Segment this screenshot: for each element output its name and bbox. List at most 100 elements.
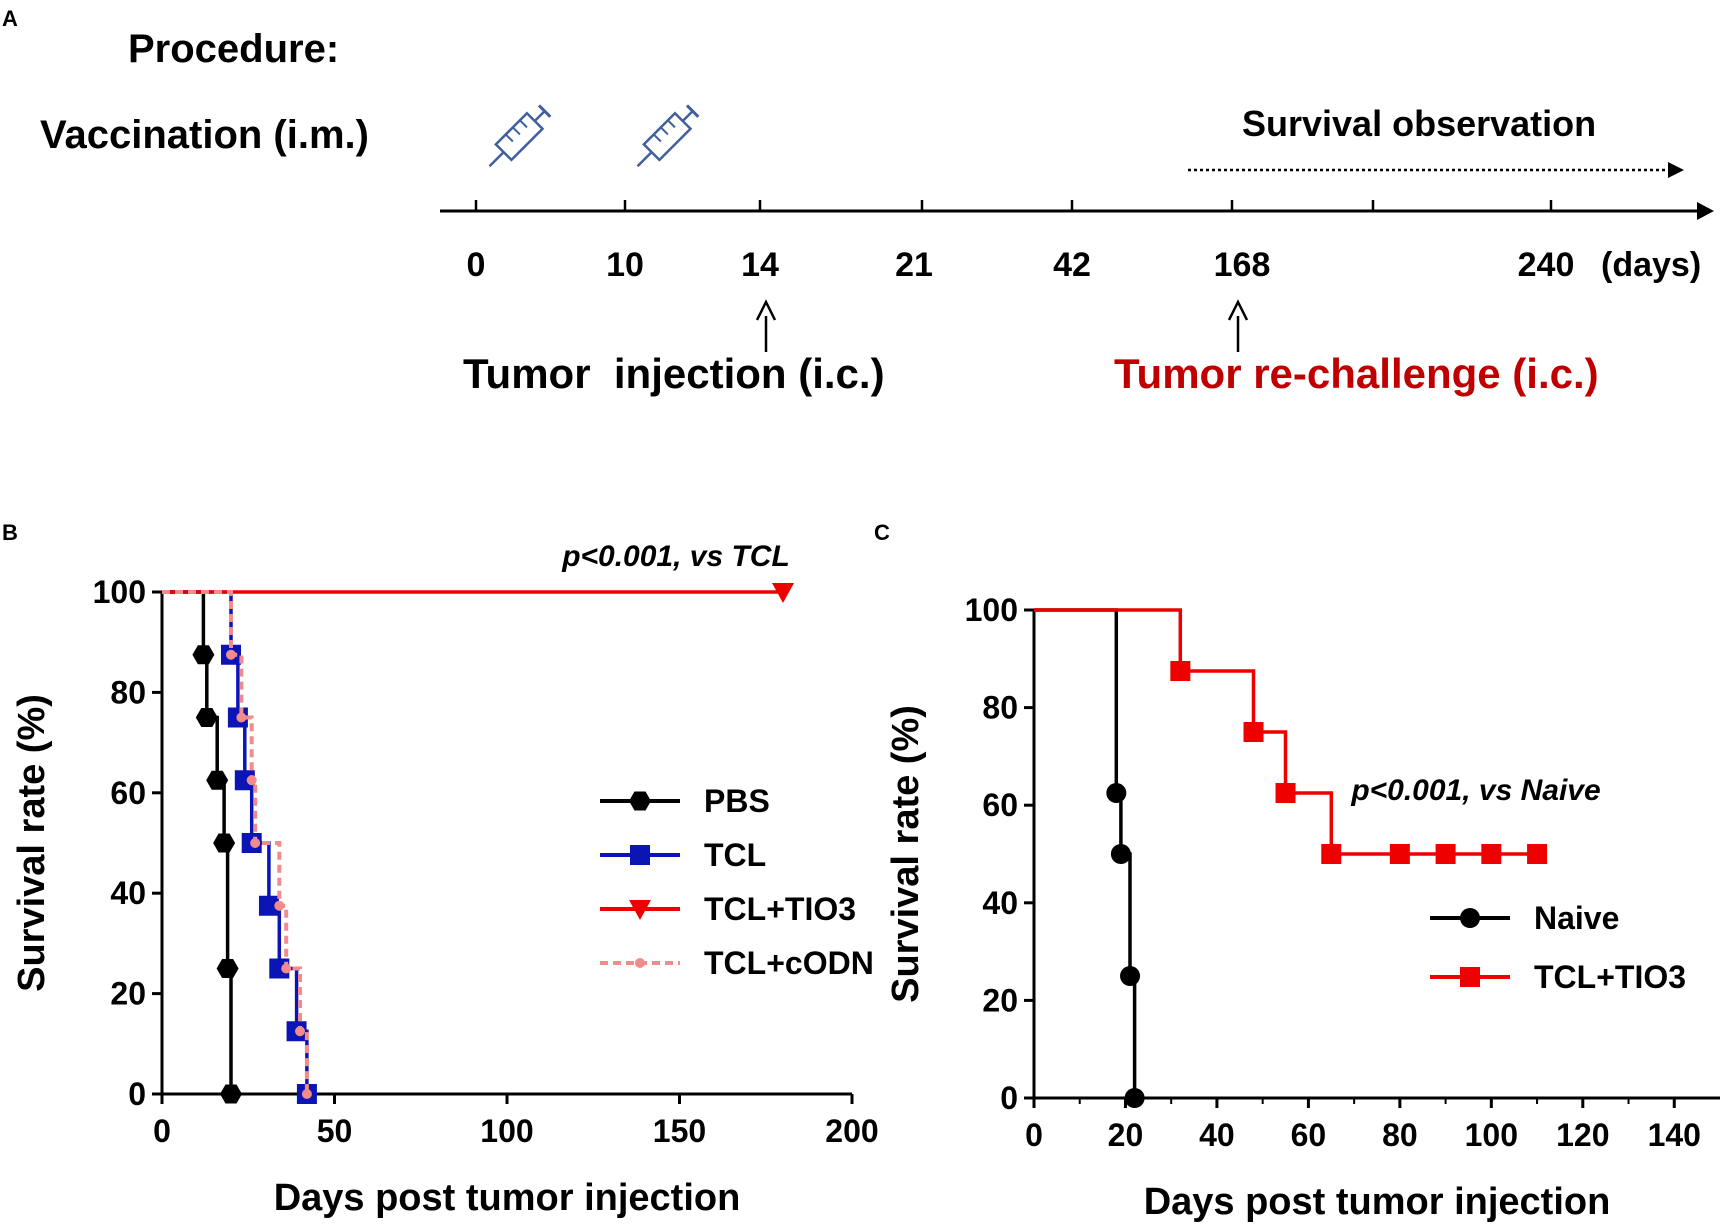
panel-b-label: B [2,520,18,545]
panel-c-chart: C 0 20 40 60 80 100 120 140 0 20 40 60 80 100 Days pos… [874,520,1720,1223]
y-tick-label: 100 [965,592,1018,628]
legend-marker [1460,908,1480,928]
data-point [220,1084,242,1104]
timeline-tick-label: 21 [895,246,933,284]
legend-marker [629,791,651,811]
legend-label: TCL+TIO3 [704,891,856,927]
legend-label: TCL+TIO3 [1534,959,1686,995]
tumor-rechallenge-arrow-head [1227,299,1249,321]
data-point [192,645,215,665]
tumor-rechallenge-label: Tumor re-challenge (i.c.) [1114,350,1599,397]
y-tick-label: 0 [128,1076,146,1112]
x-axis-label: Days post tumor injection [274,1177,741,1219]
p-value-annotation: p<0.001, vs TCL [561,540,790,573]
data-point [281,963,292,974]
data-point [1110,844,1131,864]
data-point [195,708,218,727]
series-pbs [162,590,242,1104]
data-point [1124,1088,1145,1108]
survival-arrow-head [1668,162,1684,178]
data-point [226,649,236,660]
data-point [246,775,257,786]
x-tick-label: 20 [1108,1117,1144,1153]
x-tick-label: 0 [153,1113,171,1149]
panel-a: A Procedure: Vaccination (i.m.) Survival… [2,6,1714,397]
timeline-tick-label: 168 [1214,246,1271,284]
legend-entry: Naive [1430,900,1619,936]
timeline-unit: (days) [1601,246,1701,284]
x-tick-label: 200 [825,1113,878,1149]
x-tick-label: 50 [317,1113,353,1149]
y-tick-label: 0 [1000,1080,1018,1116]
legend-marker [635,958,645,968]
legend-marker [630,845,650,865]
x-axis-label: Days post tumor injection [1144,1181,1611,1223]
data-point [213,833,236,853]
data-point [216,959,239,978]
vaccination-label: Vaccination (i.m.) [40,113,369,157]
legend-marker [1460,967,1480,987]
tumor-injection-arrow-head [755,299,777,321]
y-tick-label: 20 [110,976,146,1012]
survival-observation-label: Survival observation [1242,103,1596,144]
series-tcl-tio3 [162,583,794,603]
y-tick-label: 60 [110,775,146,811]
x-tick-label: 120 [1556,1117,1609,1153]
x-tick-label: 100 [1465,1117,1518,1153]
data-point [1321,844,1342,864]
y-tick-label: 40 [982,885,1018,921]
data-point [258,895,279,916]
timeline-tick-label: 10 [606,246,644,284]
panel-a-label: A [2,6,18,31]
series-tcl-codn [162,590,312,1099]
legend-marker [629,900,651,920]
legend-label: PBS [704,783,770,819]
y-tick-label: 80 [110,674,146,710]
legend-label: TCL [704,837,766,873]
legend-entry: TCL [600,837,766,873]
timeline-tick-label: 240 [1518,246,1575,284]
x-tick-label: 0 [1025,1117,1043,1153]
data-point [295,1026,305,1037]
timeline-tick-label: 0 [467,246,486,284]
data-point [1120,966,1141,986]
x-tick-label: 80 [1382,1117,1418,1153]
syringe-icon [488,104,552,168]
x-tick-label: 140 [1648,1117,1701,1153]
syringe-icon [636,104,700,168]
timeline-tick-label: 14 [741,246,779,284]
procedure-title: Procedure: [128,27,339,71]
data-point [1243,722,1264,742]
data-point [1481,844,1502,864]
data-point [301,1089,312,1099]
p-value-annotation: p<0.001, vs Naive [1350,774,1600,807]
y-tick-label: 20 [982,982,1018,1018]
y-tick-label: 80 [982,690,1018,726]
data-point [234,770,255,791]
legend-entry: TCL+TIO3 [600,891,856,927]
y-axis-label: Survival rate (%) [11,694,53,992]
data-point [1106,783,1127,803]
y-axis-label: Survival rate (%) [885,705,927,1003]
x-tick-label: 100 [480,1113,533,1149]
legend-label: TCL+cODN [704,945,874,981]
timeline-arrow-head [1697,202,1714,220]
data-point [1527,844,1548,864]
data-point [1389,844,1410,864]
series-naive [1034,608,1145,1108]
data-point [772,583,794,603]
legend-entry: TCL+cODN [600,945,874,981]
x-tick-label: 60 [1291,1117,1327,1153]
y-tick-label: 60 [982,787,1018,823]
tumor-injection-label: Tumor injection (i.c.) [463,350,885,397]
y-tick-label: 100 [93,574,146,610]
legend-entry: PBS [600,783,770,819]
data-point [250,838,261,848]
data-point [1275,783,1296,803]
data-point [236,712,247,723]
legend-entry: TCL+TIO3 [1430,959,1686,995]
x-tick-label: 150 [653,1113,706,1149]
series-tcl-tio3 [1034,608,1548,864]
data-point [1170,661,1191,681]
